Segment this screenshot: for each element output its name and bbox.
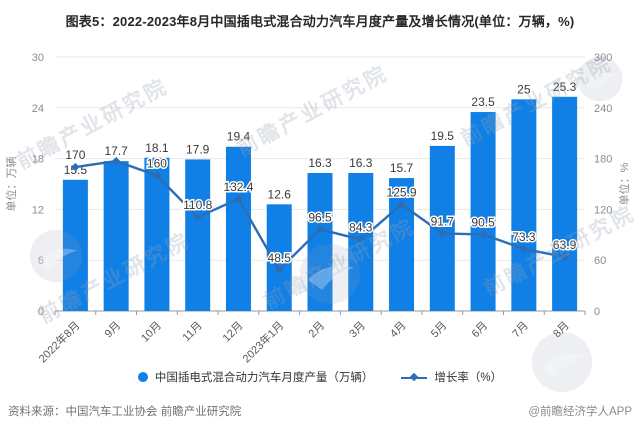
x-axis-label: 9月 — [103, 320, 124, 341]
chart-legend: 中国插电式混合动力汽车月度产量（万辆） 增长率（%） — [0, 369, 640, 385]
x-axis-label: 7月 — [510, 320, 531, 341]
right-axis-tick: 300 — [594, 52, 612, 64]
bar-value-label: 19.5 — [431, 129, 455, 143]
legend-item-growth: 增长率（%） — [401, 369, 502, 385]
chart-title: 图表5：2022-2023年8月中国插电式混合动力汽车月度产量及增长情况(单位：… — [65, 14, 575, 29]
line-point — [478, 230, 488, 239]
bar-value-label: 16.3 — [308, 156, 332, 170]
bar — [307, 172, 333, 311]
left-axis-tick: 30 — [32, 52, 44, 64]
legend-label-production: 中国插电式混合动力汽车月度产量（万辆） — [154, 372, 374, 384]
x-axis-label: 5月 — [429, 320, 450, 341]
x-axis-label: 11月 — [180, 320, 204, 344]
line-value-label: 170 — [65, 148, 85, 162]
line-point — [234, 194, 243, 204]
combo-chart: 0066012120181802424030300单位：万辆单位：%15.520… — [4, 52, 631, 365]
left-axis-tick: 0 — [38, 306, 44, 318]
right-axis-tick: 60 — [594, 255, 606, 267]
bar-value-label: 12.6 — [268, 187, 292, 201]
bar-value-label: 25.3 — [553, 80, 577, 94]
bar-value-label: 17.9 — [186, 142, 210, 156]
bar-value-label: 19.4 — [227, 130, 251, 144]
line-point — [111, 156, 121, 166]
bar — [552, 96, 578, 311]
x-axis-label: 4月 — [388, 320, 409, 341]
line-value-label: 63.9 — [553, 238, 577, 252]
line-value-label: 84.3 — [349, 221, 373, 235]
credit-text: @前瞻经济学人APP — [528, 406, 632, 418]
left-axis-tick: 12 — [32, 204, 44, 216]
line-point — [274, 265, 284, 275]
bar — [144, 157, 170, 311]
bar-value-label: 23.5 — [471, 95, 495, 109]
left-axis-tick: 18 — [32, 154, 44, 166]
x-axis-label: 2023年1月 — [239, 318, 286, 365]
line-point — [356, 235, 366, 244]
bar — [62, 179, 88, 311]
bar-value-label: 15.7 — [390, 161, 414, 175]
bar — [103, 161, 129, 311]
x-axis-label: 10月 — [139, 320, 164, 345]
bar-value-label: 25 — [517, 82, 531, 96]
line-value-label: 91.7 — [431, 214, 455, 228]
line-value-label: 73.3 — [512, 230, 536, 244]
line-point — [71, 162, 80, 172]
legend-item-production: 中国插电式混合动力汽车月度产量（万辆） — [137, 369, 374, 385]
line-value-label: 132.4 — [223, 180, 253, 194]
x-axis-label: 8月 — [551, 320, 572, 341]
line-series-icon — [401, 372, 428, 382]
line-value-label: 110.8 — [183, 198, 212, 212]
line-point — [152, 171, 162, 180]
x-axis-label: 6月 — [470, 320, 491, 341]
x-axis-label: 3月 — [347, 320, 368, 341]
bar — [470, 112, 496, 312]
left-axis-tick: 24 — [32, 103, 44, 115]
right-axis-tick: 120 — [594, 204, 612, 216]
left-axis-tick: 6 — [38, 255, 44, 267]
bar-value-label: 18.1 — [145, 141, 169, 155]
right-axis-tick: 0 — [594, 306, 600, 318]
x-axis-label: 2月 — [307, 320, 328, 341]
line-value-label: 160 — [147, 157, 167, 171]
legend-label-growth: 增长率（%） — [434, 372, 503, 384]
bar — [225, 146, 251, 311]
line-point — [315, 225, 325, 234]
chart-footer: 资料来源：中国汽车工业协会 前瞻产业研究院 @前瞻经济学人APP — [0, 403, 640, 419]
data-source-text: 资料来源：中国汽车工业协会 前瞻产业研究院 — [8, 406, 242, 418]
x-axis-label: 12月 — [221, 320, 246, 345]
right-axis-title: 单位：% — [617, 162, 631, 205]
bar-value-label: 16.3 — [349, 156, 373, 170]
right-axis-tick: 180 — [594, 154, 612, 166]
line-point — [397, 200, 406, 209]
line-point — [438, 229, 447, 238]
bar — [185, 159, 211, 311]
right-axis-tick: 240 — [594, 103, 612, 115]
line-value-label: 90.5 — [471, 215, 495, 229]
line-value-label: 125.9 — [387, 185, 417, 199]
bar-value-label: 17.7 — [104, 144, 128, 158]
line-value-label: 48.5 — [268, 251, 292, 265]
line-point — [193, 212, 202, 222]
bar — [511, 99, 537, 311]
x-axis-label: 2022年8月 — [35, 318, 82, 365]
left-axis-title: 单位：万辆 — [4, 157, 18, 212]
line-value-label: 96.5 — [308, 210, 332, 224]
bar-series-icon — [137, 372, 148, 382]
